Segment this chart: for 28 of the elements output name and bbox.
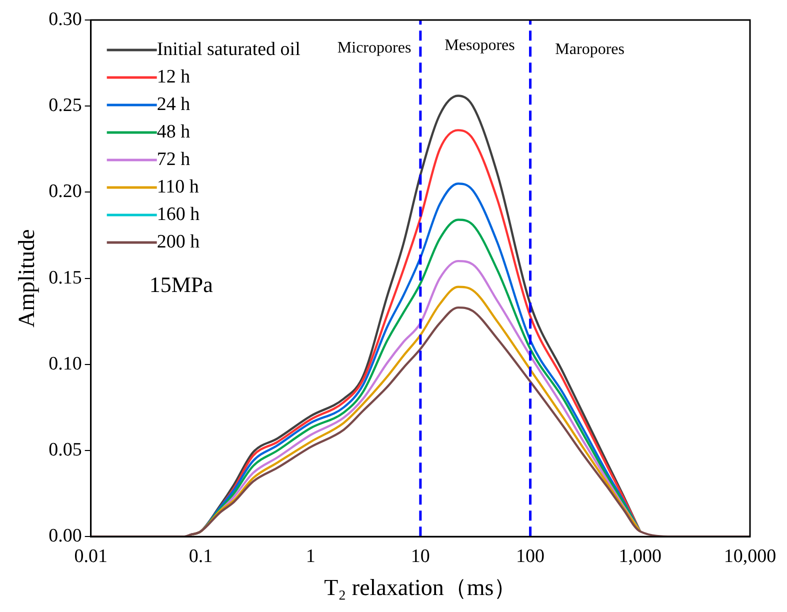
legend-label: 160 h (156, 204, 200, 225)
x-tick-label: 1 (306, 546, 316, 567)
x-tick-label: 0.1 (188, 546, 213, 567)
annotation: Micropores (337, 40, 412, 57)
legend-label: Initial saturated oil (156, 38, 300, 60)
annotation: Mesopores (444, 37, 515, 54)
x-tick-label: 0.01 (74, 546, 108, 567)
y-tick-label: 0.05 (48, 439, 82, 460)
x-tick-label: 10 (410, 546, 430, 567)
annotation: 15MPa (149, 272, 214, 297)
y-tick-label: 0.25 (48, 95, 82, 116)
x-tick-label: 10,000 (724, 546, 776, 567)
y-tick-label: 0.00 (48, 526, 82, 547)
x-tick-label: 100 (516, 546, 545, 567)
y-tick-label: 0.20 (48, 181, 82, 202)
annotation: Maropores (555, 41, 624, 58)
legend-label: 48 h (156, 121, 191, 142)
y-tick-label: 0.15 (48, 267, 82, 288)
x-tick-label: 1,000 (618, 546, 662, 567)
legend-label: 72 h (156, 148, 191, 170)
y-tick-label: 0.10 (48, 353, 82, 374)
legend-label: 110 h (156, 176, 200, 198)
x-axis-title: T₂ relaxation（ms） (324, 575, 517, 600)
y-axis-title: Amplitude (14, 229, 39, 328)
legend-label: 24 h (156, 94, 191, 115)
legend-label: 200 h (156, 231, 200, 252)
legend-label: 12 h (156, 66, 191, 88)
y-tick-label: 0.30 (48, 8, 82, 30)
